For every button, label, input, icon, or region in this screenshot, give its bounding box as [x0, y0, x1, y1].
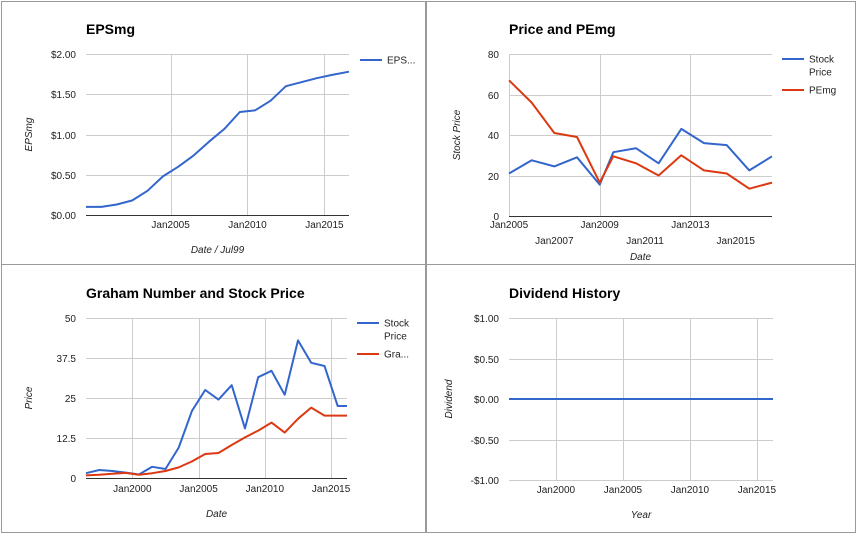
legend-label: PEmg: [809, 86, 836, 97]
y-tick-label: 25: [65, 394, 77, 405]
epsmg-title: EPSmg: [86, 21, 135, 37]
x-tick-label: Jan2013: [671, 220, 710, 231]
y-tick-label: $0.00: [474, 395, 499, 406]
series-line-stock-price: [508, 127, 773, 186]
x-tick-label: Jan2010: [228, 220, 267, 231]
y-axis-label: Price: [24, 386, 35, 409]
y-tick-label: 50: [65, 314, 77, 325]
x-tick-label: Jan2000: [537, 485, 576, 496]
legend-label-line: Gra...: [384, 350, 409, 361]
x-tick-label: Jan2015: [738, 485, 777, 496]
graham-svg: Graham Number and Stock Price 0 12.5 25 37.5…: [24, 285, 410, 520]
x-axis-label: Date: [630, 252, 652, 263]
series-line-eps: [86, 70, 350, 208]
x-axis-label: Date / Jul99: [191, 245, 245, 256]
legend-label: EPS...: [387, 56, 415, 67]
y-tick-label: $1.50: [51, 90, 76, 101]
legend-label: Stock Price: [384, 319, 410, 343]
price-pemg-svg: Price and PEmg 0 20 40 60 80 Jan2005 Jan2007 Jan…: [452, 21, 836, 263]
y-tick-label: -$1.00: [471, 476, 500, 487]
series-line-stock-price: [85, 339, 347, 476]
y-tick-label: 0: [493, 212, 499, 223]
x-tick-label: Jan2000: [113, 484, 152, 495]
x-tick-label: Jan2015: [305, 220, 344, 231]
legend-label-line: Stock: [384, 319, 410, 330]
price-pemg-chart-panel: Price and PEmg 0 20 40 60 80 Jan2005 Jan2007 Jan…: [426, 1, 856, 265]
price-pemg-title: Price and PEmg: [509, 21, 616, 37]
y-axis-label: Stock Price: [452, 109, 463, 160]
y-tick-label: $1.00: [51, 131, 76, 142]
y-tick-label: 0: [70, 474, 76, 485]
y-tick-label: $1.00: [474, 314, 499, 325]
x-tick-label: Jan2011: [626, 236, 664, 247]
x-tick-label: Jan2005: [490, 220, 529, 231]
y-tick-label: 80: [488, 50, 500, 61]
epsmg-chart-panel: EPSmg $0.00 $0.50 $1.00 $1.50 $2.00 Jan2005 Jan…: [1, 1, 426, 265]
y-tick-label: $0.50: [51, 171, 76, 182]
legend-label: Gra...: [384, 350, 409, 361]
epsmg-svg: EPSmg $0.00 $0.50 $1.00 $1.50 $2.00 Jan2005 Jan…: [24, 21, 415, 256]
x-tick-label: Jan2010: [246, 484, 285, 495]
y-tick-label: 20: [488, 172, 500, 183]
legend-label-line: EPS...: [387, 56, 415, 67]
series-line-pemg: [508, 79, 773, 190]
y-axis-label: Dividend: [444, 379, 455, 418]
y-axis-label: EPSmg: [24, 117, 35, 151]
x-tick-label: Jan2015: [717, 236, 756, 247]
y-tick-label: 60: [488, 91, 500, 102]
graham-title: Graham Number and Stock Price: [86, 285, 305, 301]
y-tick-label: 37.5: [57, 354, 77, 365]
y-tick-label: $2.00: [51, 50, 76, 61]
legend-label-line: Price: [384, 332, 407, 343]
legend-label-line: PEmg: [809, 86, 836, 97]
series-line-gra: [85, 406, 347, 477]
x-tick-label: Jan2007: [535, 236, 574, 247]
legend-label: Stock Price: [809, 55, 835, 79]
x-axis-label: Date: [206, 509, 228, 520]
x-tick-label: Jan2005: [151, 220, 190, 231]
y-tick-label: 40: [488, 131, 500, 142]
legend-label-line: Stock: [809, 55, 835, 66]
x-axis-label: Year: [631, 510, 652, 521]
y-tick-label: $0.00: [51, 211, 76, 222]
x-tick-label: Jan2005: [604, 485, 643, 496]
dividend-svg: Dividend History -$1.00 -$0.50 $0.00 $0.50 $1…: [444, 285, 777, 521]
x-tick-label: Jan2005: [179, 484, 218, 495]
x-tick-label: Jan2009: [581, 220, 620, 231]
x-tick-label: Jan2010: [671, 485, 710, 496]
y-tick-label: $0.50: [474, 355, 499, 366]
dividend-chart-panel: Dividend History -$1.00 -$0.50 $0.00 $0.50 $1…: [426, 264, 856, 533]
y-tick-label: 12.5: [57, 434, 77, 445]
legend-label-line: Price: [809, 68, 832, 79]
x-tick-label: Jan2015: [312, 484, 351, 495]
dividend-title: Dividend History: [509, 285, 620, 301]
y-tick-label: -$0.50: [471, 436, 500, 447]
graham-chart-panel: Graham Number and Stock Price 0 12.5 25 37.5…: [1, 264, 426, 533]
